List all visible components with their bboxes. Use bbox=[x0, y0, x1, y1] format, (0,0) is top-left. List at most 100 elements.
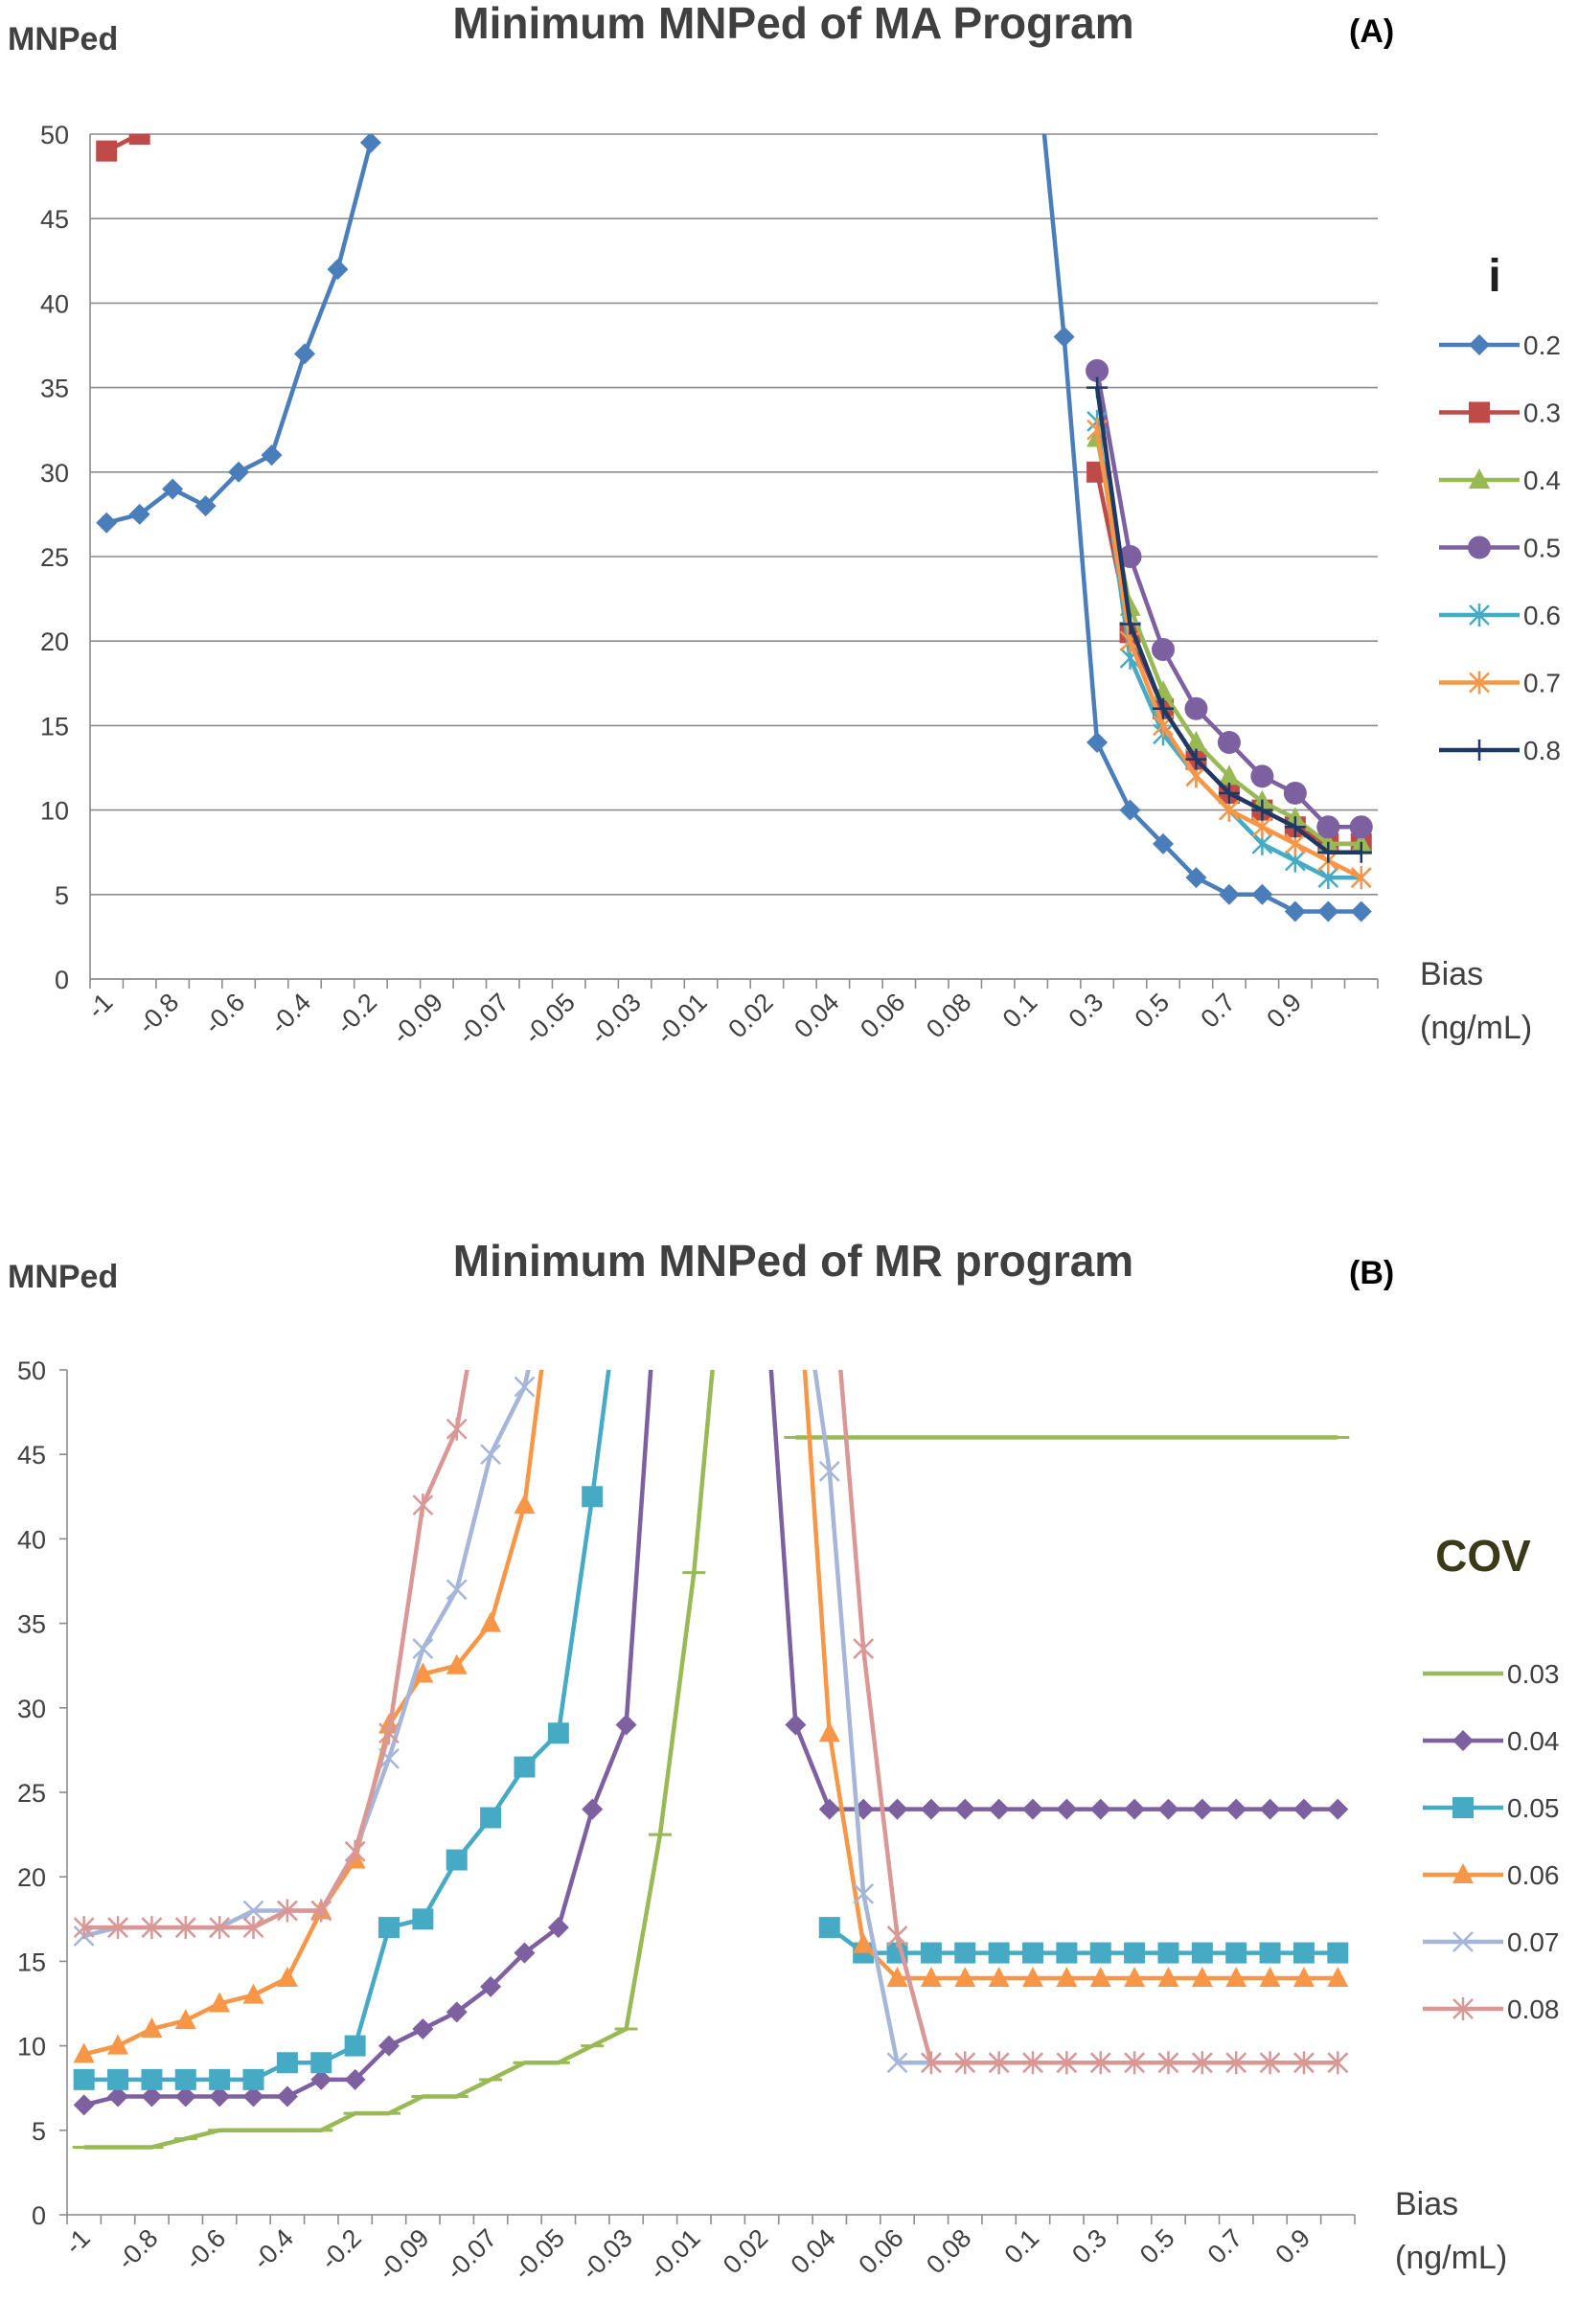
legend-marker-0.8 bbox=[1469, 740, 1490, 761]
series-0.06-point bbox=[853, 1932, 875, 1953]
chart-b-panel-label: (B) bbox=[1349, 1255, 1394, 1291]
series-0.08-point bbox=[886, 1924, 908, 1948]
chart-a-x-axis-label-line2: (ng/mL) bbox=[1420, 1010, 1532, 1046]
x-tick-label: -0.05 bbox=[518, 988, 581, 1050]
series-0.2-point bbox=[1185, 867, 1207, 889]
series-0.08-point bbox=[412, 1493, 434, 1517]
legend-marker-0.08 bbox=[1452, 1997, 1474, 2020]
series-0.8-point bbox=[1086, 376, 1109, 399]
legend-entry-0.4: 0.4 bbox=[1439, 466, 1561, 495]
series-0.5-point bbox=[1349, 815, 1373, 839]
series-0.08-point bbox=[1191, 2051, 1213, 2075]
series-0.04-point bbox=[1056, 1798, 1078, 1820]
series-0.8-point bbox=[1218, 782, 1240, 804]
series-0.04-point bbox=[276, 2085, 298, 2108]
series-0.4-point bbox=[1185, 731, 1207, 752]
x-tick-label: -0.8 bbox=[132, 988, 184, 1039]
legend-label-0.08: 0.08 bbox=[1507, 1994, 1560, 2024]
series-0.04-point bbox=[174, 2085, 196, 2108]
series-0.08-point bbox=[1157, 2051, 1179, 2075]
series-0.04-point bbox=[1124, 1798, 1146, 1820]
series-0.06-point bbox=[1327, 1967, 1349, 1988]
series-0.06-line bbox=[802, 1370, 1338, 1981]
y-tick-label: 35 bbox=[40, 375, 69, 403]
series-0.05-point bbox=[310, 2052, 332, 2074]
series-0.04-point bbox=[73, 2094, 95, 2116]
x-tick-label: 0.08 bbox=[921, 2223, 976, 2279]
x-tick-label: 0.08 bbox=[921, 988, 976, 1043]
series-0.04-point bbox=[107, 2085, 129, 2108]
legend-marker-0.5 bbox=[1468, 535, 1491, 559]
series-0.2-point bbox=[359, 134, 381, 153]
series-0.06-point bbox=[1292, 1967, 1315, 1988]
series-0.04-point bbox=[1022, 1798, 1043, 1820]
series-0.06-point bbox=[988, 1967, 1010, 1988]
x-tick-label: -0.2 bbox=[315, 2223, 367, 2275]
series-0.04-point bbox=[582, 1798, 604, 1820]
series-0.2-point bbox=[1251, 883, 1273, 905]
series-0.05-point bbox=[818, 1917, 840, 1939]
x-tick-label: 0.7 bbox=[1202, 2223, 1248, 2269]
legend-entry-0.6: 0.6 bbox=[1439, 601, 1561, 630]
series-0.05-point bbox=[1259, 1942, 1281, 1964]
series-0.04-point bbox=[988, 1798, 1010, 1820]
series-0.2-point bbox=[261, 444, 283, 467]
chart-b-x-axis-label-line1: Bias bbox=[1395, 2186, 1458, 2222]
y-tick-label: 30 bbox=[17, 1695, 46, 1723]
series-0.07-point bbox=[886, 2052, 908, 2074]
series-0.06-point bbox=[141, 2016, 163, 2038]
x-tick-label: -0.07 bbox=[441, 2223, 503, 2286]
series-0.04-point bbox=[547, 1917, 569, 1939]
series-0.08-point bbox=[1225, 2051, 1247, 2075]
series-0.05-point bbox=[378, 1917, 400, 1939]
series-0.06-point bbox=[514, 1493, 536, 1515]
series-0.2-point bbox=[128, 503, 150, 525]
series-0.05-point bbox=[1089, 1942, 1111, 1964]
series-0.04-point bbox=[209, 2085, 231, 2108]
series-0.05-line bbox=[83, 1370, 611, 2083]
y-tick-label: 40 bbox=[17, 1525, 46, 1554]
series-0.04-point bbox=[378, 2035, 400, 2057]
series-0.08-point bbox=[277, 1899, 298, 1923]
legend-entry-0.07: 0.07 bbox=[1423, 1927, 1560, 1957]
y-tick-label: 30 bbox=[40, 459, 69, 488]
series-0.06-point bbox=[73, 2042, 95, 2063]
x-tick-label: -0.03 bbox=[576, 2223, 638, 2286]
x-tick-label: -1 bbox=[81, 988, 118, 1024]
legend-marker-0.6 bbox=[1469, 604, 1490, 627]
series-0.5-point bbox=[1217, 731, 1241, 755]
series-0.7-point bbox=[1350, 866, 1372, 890]
chart-a: Minimum MNPed of MA Program MNPed (A) 0 5… bbox=[8, 0, 1561, 1050]
legend-label-0.04: 0.04 bbox=[1507, 1726, 1560, 1756]
series-0.04-point bbox=[818, 1798, 840, 1820]
series-0.2-point bbox=[1317, 900, 1339, 923]
series-0.8-point bbox=[1185, 748, 1207, 770]
series-0.2-point bbox=[1350, 900, 1372, 923]
chart-a-series bbox=[96, 134, 1373, 923]
series-0.08-point bbox=[310, 1899, 332, 1923]
chart-b-legend-title: COV bbox=[1435, 1531, 1531, 1581]
x-tick-label: 0.06 bbox=[853, 2223, 908, 2279]
x-tick-label: -0.8 bbox=[112, 2223, 164, 2275]
series-0.07-point bbox=[446, 1579, 468, 1601]
series-0.06-point bbox=[954, 1967, 976, 1988]
series-0.08-point bbox=[141, 1916, 163, 1940]
chart-a-title: Minimum MNPed of MA Program bbox=[452, 0, 1133, 48]
x-tick-label: 0.9 bbox=[1261, 988, 1307, 1034]
chart-a-panel-label: (A) bbox=[1349, 13, 1394, 50]
series-0.8 bbox=[1086, 376, 1372, 863]
series-0.05-point bbox=[514, 1756, 536, 1778]
series-0.06-point bbox=[818, 1721, 840, 1743]
chart-a-legend-title: i bbox=[1488, 251, 1500, 302]
chart-b-series bbox=[72, 1370, 1350, 2150]
series-0.05-point bbox=[1124, 1942, 1146, 1964]
y-tick-label: 10 bbox=[40, 797, 69, 826]
series-0.04-point bbox=[141, 2085, 163, 2108]
series-0.05-point bbox=[242, 2068, 264, 2090]
legend-entry-0.8: 0.8 bbox=[1439, 736, 1561, 765]
legend-marker-0.7 bbox=[1469, 671, 1490, 695]
series-0.05-point bbox=[412, 1908, 434, 1930]
legend-label-0.7: 0.7 bbox=[1523, 669, 1561, 698]
series-0.05-point bbox=[276, 2052, 298, 2074]
legend-label-0.6: 0.6 bbox=[1523, 601, 1561, 630]
